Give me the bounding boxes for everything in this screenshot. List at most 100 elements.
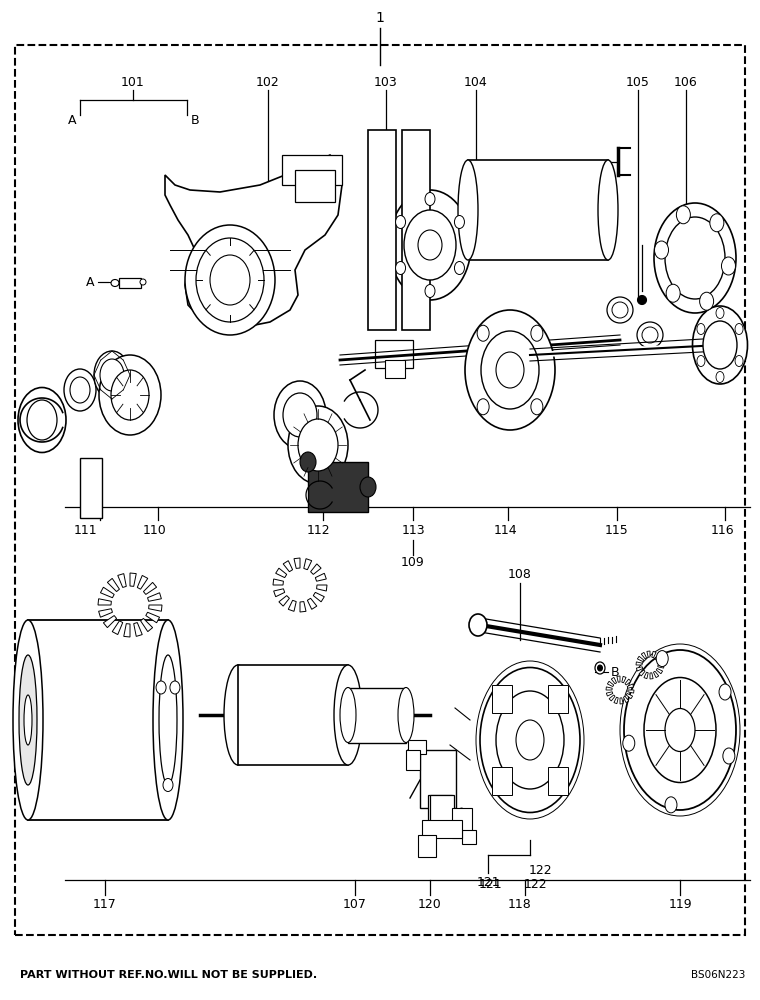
Text: 111: 111 <box>73 524 97 536</box>
Polygon shape <box>99 609 112 617</box>
Polygon shape <box>112 621 122 635</box>
Polygon shape <box>279 596 290 606</box>
Ellipse shape <box>170 681 180 694</box>
Ellipse shape <box>274 381 326 449</box>
Text: 118: 118 <box>508 898 532 912</box>
Ellipse shape <box>425 284 435 298</box>
Ellipse shape <box>13 620 43 820</box>
Bar <box>385 360 405 378</box>
Ellipse shape <box>283 393 317 437</box>
Polygon shape <box>606 687 613 690</box>
Ellipse shape <box>334 665 362 765</box>
Polygon shape <box>274 589 285 597</box>
Polygon shape <box>638 656 644 662</box>
Text: 1: 1 <box>375 11 385 25</box>
Ellipse shape <box>735 324 743 334</box>
Ellipse shape <box>654 241 669 259</box>
Ellipse shape <box>454 216 464 229</box>
Polygon shape <box>647 651 650 657</box>
Ellipse shape <box>298 419 338 471</box>
Ellipse shape <box>496 691 564 789</box>
Ellipse shape <box>465 310 555 430</box>
Ellipse shape <box>159 655 177 785</box>
Text: 122: 122 <box>528 863 552 876</box>
Text: 108: 108 <box>508 568 532 582</box>
Polygon shape <box>307 598 317 609</box>
Ellipse shape <box>454 261 464 274</box>
Ellipse shape <box>24 695 32 745</box>
Polygon shape <box>124 624 130 637</box>
Ellipse shape <box>395 216 406 229</box>
Text: A: A <box>86 275 94 288</box>
Ellipse shape <box>531 399 543 415</box>
Text: 106: 106 <box>674 76 698 89</box>
Ellipse shape <box>665 797 677 813</box>
Polygon shape <box>107 578 119 592</box>
Bar <box>492 685 511 713</box>
Polygon shape <box>288 600 296 611</box>
Polygon shape <box>657 659 663 663</box>
Bar <box>80 458 102 518</box>
Ellipse shape <box>642 327 658 343</box>
Ellipse shape <box>703 321 737 369</box>
Text: 112: 112 <box>306 524 330 536</box>
Polygon shape <box>655 654 661 660</box>
Bar <box>452 808 472 838</box>
Polygon shape <box>606 692 613 696</box>
Bar <box>28 620 168 820</box>
Ellipse shape <box>607 297 633 323</box>
Ellipse shape <box>598 160 618 260</box>
Polygon shape <box>118 574 126 587</box>
Bar <box>428 795 452 825</box>
Polygon shape <box>623 696 629 703</box>
Bar <box>468 160 608 260</box>
Ellipse shape <box>719 684 731 700</box>
Ellipse shape <box>531 325 543 341</box>
Ellipse shape <box>418 230 442 260</box>
Polygon shape <box>626 693 632 699</box>
Bar <box>402 130 430 330</box>
Text: 121: 121 <box>478 879 502 892</box>
Polygon shape <box>313 592 325 602</box>
Text: 117: 117 <box>93 898 117 912</box>
Bar <box>408 740 426 754</box>
Text: B: B <box>611 666 619 678</box>
Polygon shape <box>144 582 157 594</box>
Bar <box>348 688 406 743</box>
Text: 115: 115 <box>605 524 629 536</box>
Ellipse shape <box>27 400 57 440</box>
Ellipse shape <box>389 190 471 300</box>
Polygon shape <box>149 605 162 611</box>
Ellipse shape <box>477 325 489 341</box>
Bar <box>548 685 568 713</box>
Ellipse shape <box>425 192 435 206</box>
Bar <box>119 278 141 288</box>
Ellipse shape <box>481 331 539 409</box>
Text: 120: 120 <box>418 898 442 912</box>
Bar <box>422 820 462 838</box>
Ellipse shape <box>516 720 544 760</box>
Ellipse shape <box>19 655 37 785</box>
Ellipse shape <box>404 210 456 280</box>
Bar <box>238 665 348 765</box>
Bar <box>462 830 476 844</box>
Ellipse shape <box>710 214 724 232</box>
Bar <box>15 45 745 935</box>
Polygon shape <box>654 671 659 678</box>
Ellipse shape <box>398 688 414 742</box>
Text: 101: 101 <box>121 76 145 89</box>
Polygon shape <box>614 697 618 704</box>
Polygon shape <box>138 575 147 589</box>
Polygon shape <box>165 155 342 328</box>
Polygon shape <box>652 651 656 658</box>
Polygon shape <box>620 698 623 704</box>
Ellipse shape <box>18 387 66 452</box>
Ellipse shape <box>721 257 736 275</box>
Polygon shape <box>100 587 114 598</box>
Ellipse shape <box>395 261 406 274</box>
Polygon shape <box>628 690 634 693</box>
Polygon shape <box>625 679 631 685</box>
Polygon shape <box>276 568 287 578</box>
Ellipse shape <box>723 748 735 764</box>
Bar <box>368 130 396 330</box>
